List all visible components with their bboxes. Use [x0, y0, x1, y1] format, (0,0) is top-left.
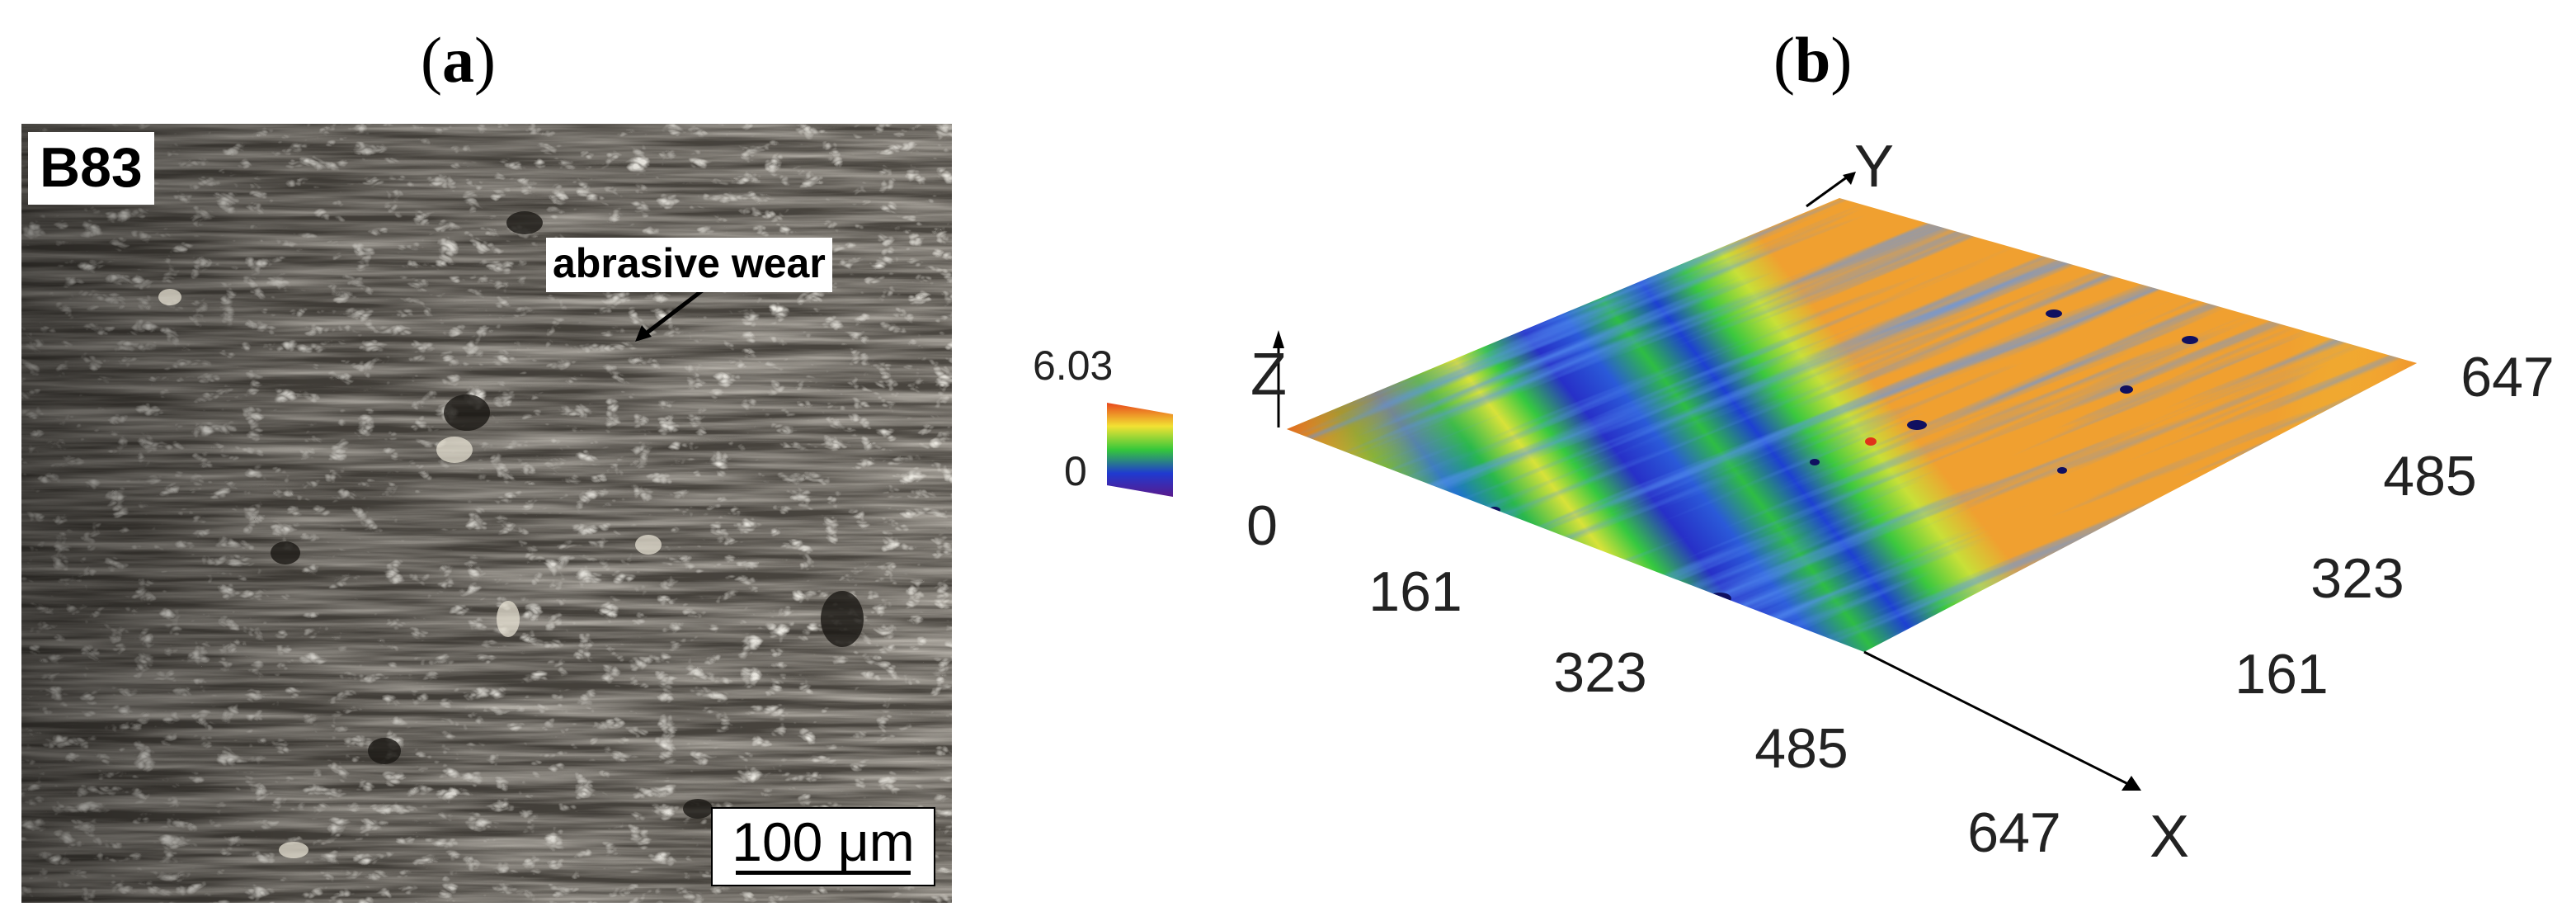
y-axis-line — [1806, 175, 1848, 208]
axis-lines — [1277, 175, 2129, 786]
x-axis-line — [1863, 650, 2129, 786]
x-tick-0: 0 — [1246, 494, 1278, 557]
panel-a-title: (a) — [421, 24, 496, 96]
y-tick-323: 323 — [2310, 547, 2404, 610]
x-axis-label: X — [2150, 804, 2189, 870]
color-legend — [1107, 403, 1173, 497]
x-tick-647: 647 — [1967, 801, 2060, 864]
scale-bar-line — [736, 871, 911, 875]
x-tick-323: 323 — [1553, 641, 1646, 704]
z-axis-arrow — [1273, 330, 1284, 348]
scale-bar: 100 μm — [711, 807, 935, 886]
colorbar-min-label: 0 — [1064, 448, 1087, 494]
height-map-surface — [1287, 198, 2417, 652]
panel-b-title: (b) — [1773, 24, 1853, 96]
surface-profile-plot: 6.03 0 Z Y X 0 161 323 485 647 161 323 4… — [990, 116, 2574, 908]
z-axis-label: Z — [1250, 342, 1287, 408]
y-axis-label: Y — [1854, 134, 1894, 200]
colorbar-max-label: 6.03 — [1033, 342, 1113, 389]
y-axis-arrow — [1843, 172, 1856, 185]
sample-label: B83 — [28, 132, 154, 205]
panel-b-letter: b — [1794, 24, 1831, 96]
abrasive-wear-annotation: abrasive wear — [546, 238, 832, 292]
scale-bar-label: 100 μm — [732, 811, 915, 872]
color-bar — [1107, 403, 1173, 497]
x-axis-arrow — [2122, 776, 2141, 791]
panel-a-letter: a — [441, 24, 474, 96]
y-tick-647: 647 — [2461, 346, 2554, 409]
y-tick-161: 161 — [2235, 643, 2328, 706]
x-tick-161: 161 — [1368, 560, 1462, 623]
y-tick-485: 485 — [2383, 445, 2476, 508]
x-tick-485: 485 — [1754, 717, 1848, 780]
